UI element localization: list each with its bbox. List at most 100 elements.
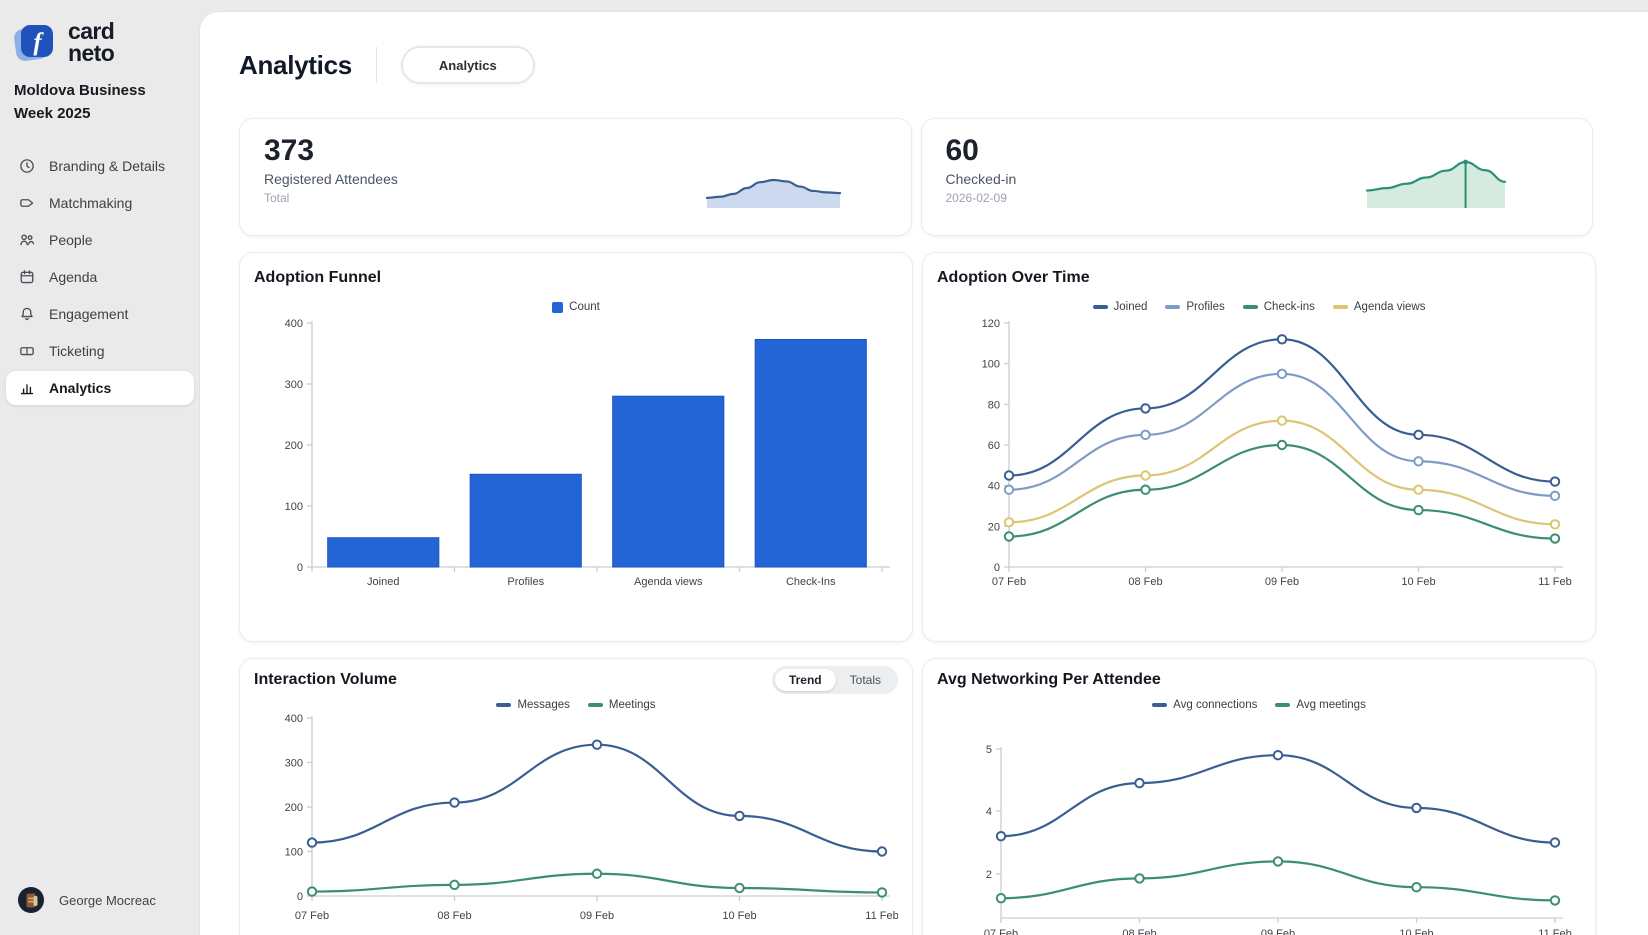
legend-item: Agenda views	[1332, 301, 1426, 313]
svg-text:f: f	[33, 29, 44, 56]
chart-legend: Joined Profiles Check-ins Agenda views	[937, 301, 1581, 313]
stat-value: 60	[945, 134, 979, 167]
legend-item: Avg connections	[1152, 699, 1257, 711]
svg-text:100: 100	[285, 847, 303, 859]
cardneto-logo-icon: f	[14, 25, 53, 61]
svg-text:300: 300	[285, 379, 303, 391]
legend-item: Count	[552, 301, 600, 313]
adoption-funnel-chart: 0 100 200 300 400 Joined Profiles Agenda views C…	[285, 318, 890, 588]
svg-text:10 Feb: 10 Feb	[1399, 928, 1433, 935]
adoption-over-time-card: Adoption Over Time Joined Profiles Check-i…	[922, 252, 1596, 642]
sidebar-item-label: People	[49, 232, 93, 248]
svg-text:0: 0	[297, 891, 303, 903]
avg-networking-chart: 2 4 5 07 Feb 08 Feb 09 Feb 10 Feb 11 Feb	[984, 744, 1572, 935]
svg-text:11 Feb: 11 Feb	[1538, 576, 1571, 588]
svg-text:200: 200	[285, 802, 303, 814]
tag-icon	[20, 199, 34, 207]
stat-card-registered: 373 Registered Attendees Total	[239, 118, 912, 236]
user-name: George Mocreac	[59, 892, 156, 908]
interaction-volume-chart: 0 100 200 300 400 07 Feb 08 Feb 09 Feb 10 Feb 11 …	[285, 713, 899, 922]
interaction-volume-card: Interaction Volume Trend Totals Messages…	[239, 658, 913, 935]
svg-text:40: 40	[988, 481, 1000, 493]
svg-text:09 Feb: 09 Feb	[580, 910, 614, 922]
toggle-trend[interactable]: Trend	[774, 669, 836, 691]
stat-card-checked-in: 60 Checked-in 2026-02-09	[920, 118, 1593, 236]
stat-value: 373	[264, 134, 315, 167]
svg-text:2: 2	[986, 869, 992, 881]
svg-text:07 Feb: 07 Feb	[992, 576, 1026, 588]
svg-text:08 Feb: 08 Feb	[1128, 576, 1162, 588]
svg-text:10 Feb: 10 Feb	[722, 910, 756, 922]
chart-legend: Messages Meetings	[254, 699, 898, 711]
legend-item: Profiles	[1165, 301, 1225, 313]
legend-item: Messages	[496, 699, 570, 711]
toggle-totals[interactable]: Totals	[849, 673, 881, 687]
svg-text:0: 0	[297, 562, 303, 574]
header-divider	[375, 47, 377, 83]
svg-text:5: 5	[986, 744, 992, 756]
svg-text:07 Feb: 07 Feb	[295, 910, 329, 922]
page-header: Analytics Analytics	[239, 40, 1593, 90]
sidebar-item-label: Engagement	[49, 306, 129, 322]
avatar	[18, 887, 44, 913]
tab-analytics[interactable]: Analytics	[400, 46, 535, 84]
sidebar-item-analytics[interactable]: Analytics	[6, 371, 194, 405]
svg-text:400: 400	[285, 713, 303, 725]
sidebar-item-matchmaking[interactable]: Matchmaking	[6, 186, 194, 220]
main-panel: Analytics Analytics 373 Registered Atten…	[200, 12, 1648, 935]
svg-text:300: 300	[285, 758, 303, 770]
svg-text:10 Feb: 10 Feb	[1401, 576, 1435, 588]
svg-text:09 Feb: 09 Feb	[1261, 928, 1295, 935]
svg-text:08 Feb: 08 Feb	[437, 910, 471, 922]
sidebar-nav: Branding & Details Matchmaking People Ag…	[0, 149, 200, 405]
svg-text:Joined: Joined	[367, 576, 399, 588]
bar-chart-icon	[20, 384, 34, 395]
app-name: card neto	[68, 18, 115, 66]
svg-text:09 Feb: 09 Feb	[1265, 576, 1299, 588]
sidebar-item-agenda[interactable]: Agenda	[6, 260, 194, 294]
sidebar-item-label: Matchmaking	[49, 195, 133, 211]
svg-text:60: 60	[988, 440, 1000, 452]
checked-in-sparkline-chart	[1366, 159, 1506, 208]
adoption-funnel-card: Adoption Funnel Count 0 100 200 300 400 Joine…	[239, 252, 913, 642]
sidebar-item-label: Agenda	[49, 269, 98, 285]
bell-icon	[21, 307, 33, 321]
ticket-icon	[20, 347, 34, 356]
legend-item: Joined	[1092, 301, 1147, 313]
svg-text:200: 200	[285, 440, 303, 452]
trend-totals-toggle: Trend Totals	[771, 666, 898, 694]
chart-title: Adoption Over Time	[937, 269, 1090, 286]
chart-title: Interaction Volume	[254, 671, 397, 688]
avg-networking-card: Avg Networking Per Attendee Avg connecti…	[922, 658, 1596, 935]
stat-sublabel: Total	[264, 191, 290, 205]
svg-text:Agenda views: Agenda views	[634, 576, 703, 588]
svg-text:400: 400	[285, 318, 303, 330]
sidebar-item-people[interactable]: People	[6, 223, 194, 257]
svg-text:Profiles: Profiles	[507, 576, 544, 588]
sidebar: f card neto Moldova Business Week 2025 B…	[0, 0, 200, 935]
legend-item: Check-ins	[1242, 301, 1315, 313]
sidebar-item-engagement[interactable]: Engagement	[6, 297, 194, 331]
svg-text:120: 120	[982, 318, 1000, 330]
registered-sparkline-chart	[705, 178, 841, 208]
stat-label: Checked-in	[945, 171, 1017, 187]
tab-analytics-label: Analytics	[438, 57, 497, 73]
svg-text:0: 0	[994, 562, 1000, 574]
svg-text:100: 100	[982, 359, 1000, 371]
stat-label: Registered Attendees	[264, 171, 398, 187]
svg-text:11 Feb: 11 Feb	[1538, 928, 1571, 935]
sidebar-item-label: Analytics	[49, 380, 112, 396]
sidebar-item-ticketing[interactable]: Ticketing	[6, 334, 194, 368]
event-name: Moldova Business Week 2025	[14, 82, 146, 122]
people-icon	[20, 234, 35, 246]
user-profile[interactable]: George Mocreac	[18, 887, 156, 913]
chart-legend: Avg connections Avg meetings	[937, 699, 1581, 711]
svg-text:20: 20	[988, 521, 1000, 533]
svg-text:4: 4	[986, 806, 992, 818]
chart-title: Adoption Funnel	[254, 269, 382, 286]
app-logo[interactable]: f card neto	[0, 0, 200, 66]
calendar-icon	[20, 270, 34, 284]
svg-text:08 Feb: 08 Feb	[1122, 928, 1156, 935]
sidebar-item-branding-details[interactable]: Branding & Details	[6, 149, 194, 183]
sidebar-item-label: Ticketing	[49, 343, 105, 359]
